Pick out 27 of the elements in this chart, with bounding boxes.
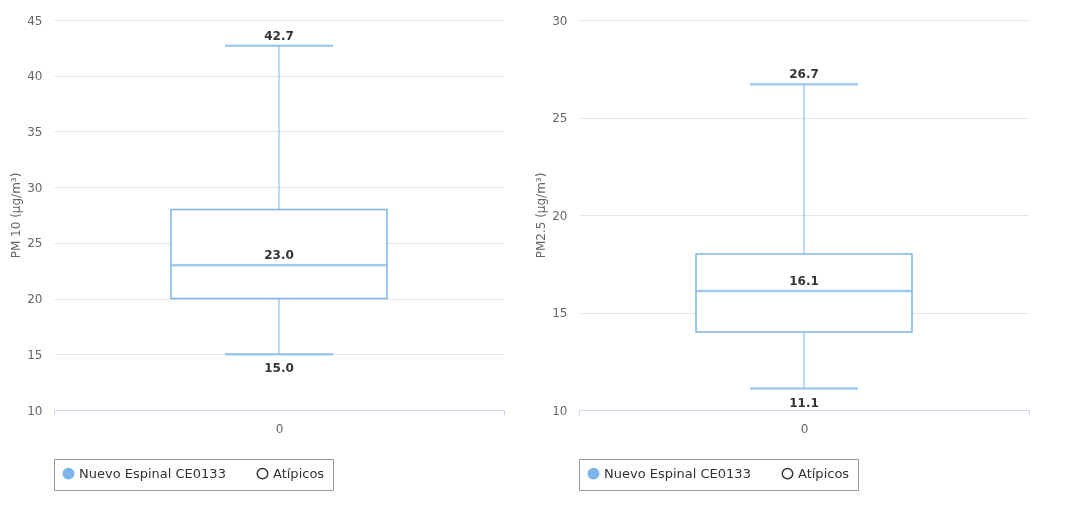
x-tick-label: 0 — [275, 421, 284, 436]
y-tick-label: 25 — [552, 111, 568, 125]
y-tick-label: 15 — [552, 306, 568, 320]
annotation: 11.1 — [789, 395, 819, 410]
y-tick-label: 30 — [27, 180, 43, 195]
y-tick-label: 15 — [27, 347, 43, 362]
annotation: 15.0 — [264, 361, 294, 376]
legend-label: Atípicos — [798, 465, 850, 481]
y-axis-title: PM2.5 (µg/m³) — [534, 172, 549, 259]
y-tick-label: 25 — [27, 236, 43, 251]
y-tick-label: 10 — [552, 403, 568, 418]
annotation: 23.0 — [264, 248, 294, 263]
annotation: 42.7 — [264, 28, 294, 43]
annotation: 16.1 — [789, 274, 819, 289]
legend-label: Nuevo Espinal CE0133 — [79, 465, 226, 481]
y-tick-label: 35 — [27, 124, 43, 139]
y-axis-title: PM 10 (µg/m³) — [9, 172, 24, 259]
annotation: 26.7 — [789, 67, 819, 82]
x-tick-label: 0 — [800, 421, 809, 436]
y-tick-label: 30 — [552, 13, 568, 28]
y-tick-label: 10 — [27, 403, 43, 418]
legend-label: Nuevo Espinal CE0133 — [604, 465, 751, 481]
y-tick-label: 20 — [27, 292, 43, 307]
legend-label: Atípicos — [273, 465, 325, 481]
y-tick-label: 45 — [27, 13, 43, 28]
y-tick-label: 20 — [552, 208, 568, 223]
y-tick-label: 40 — [27, 69, 43, 84]
